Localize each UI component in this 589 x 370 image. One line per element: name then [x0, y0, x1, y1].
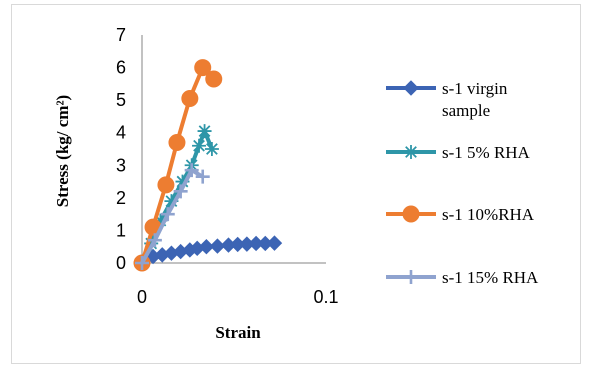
legend-label: s-1 5% RHA [442, 143, 531, 162]
legend-item: s-1 15% RHA [386, 268, 539, 287]
data-point [147, 233, 162, 248]
data-point [153, 213, 168, 228]
legend-item: s-1 5% RHA [386, 143, 531, 162]
x-tick-label: 0.1 [313, 287, 338, 307]
data-point [135, 256, 149, 270]
data-point [205, 70, 223, 88]
data-point [195, 169, 210, 184]
data-point [192, 138, 207, 153]
data-point [181, 90, 199, 108]
legend-item: s-1 virgin sample [386, 79, 508, 120]
series-3 [133, 59, 223, 272]
x-axis-title: Strain [215, 323, 261, 342]
data-point [266, 235, 283, 251]
data-point [157, 176, 175, 194]
legend-marker [403, 80, 419, 96]
legend-marker [404, 145, 418, 159]
legend-label: s-1 10%RHA [442, 205, 535, 224]
legend-label: s-1 virgin [442, 79, 508, 98]
legend-marker [402, 205, 420, 223]
y-tick-label: 7 [116, 25, 126, 45]
y-tick-labels: 0 1 2 3 4 5 6 7 [116, 25, 126, 273]
data-point [164, 194, 179, 209]
x-tick-labels: 0 0.1 [137, 287, 339, 307]
data-point [168, 133, 186, 151]
data-point [175, 174, 190, 189]
y-tick-label: 1 [116, 220, 126, 240]
legend: s-1 virgin sample s-1 5% RHA s-1 10%RHA s-1 … [386, 79, 539, 287]
data-point [198, 239, 215, 255]
axes [141, 35, 326, 264]
data-point [197, 124, 212, 139]
data-point [184, 163, 199, 178]
y-tick-label: 5 [116, 90, 126, 110]
data-point [194, 59, 212, 77]
data-point [209, 238, 226, 254]
y-tick-label: 6 [116, 58, 126, 78]
y-tick-label: 2 [116, 188, 126, 208]
chart-frame [11, 4, 581, 364]
data-point [204, 142, 219, 156]
series-4 [135, 163, 210, 270]
series-layer [133, 59, 283, 272]
legend-label: s-1 15% RHA [442, 268, 539, 287]
legend-marker [404, 270, 418, 284]
y-axis-title: Stress (kg/ cm²) [53, 95, 72, 207]
y-tick-label: 0 [116, 253, 126, 273]
data-point [173, 184, 188, 199]
legend-label: sample [442, 101, 490, 120]
legend-item: s-1 10%RHA [386, 205, 535, 224]
data-point [160, 207, 175, 222]
x-tick-label: 0 [137, 287, 147, 307]
y-tick-label: 3 [116, 155, 126, 175]
y-tick-label: 4 [116, 123, 126, 143]
